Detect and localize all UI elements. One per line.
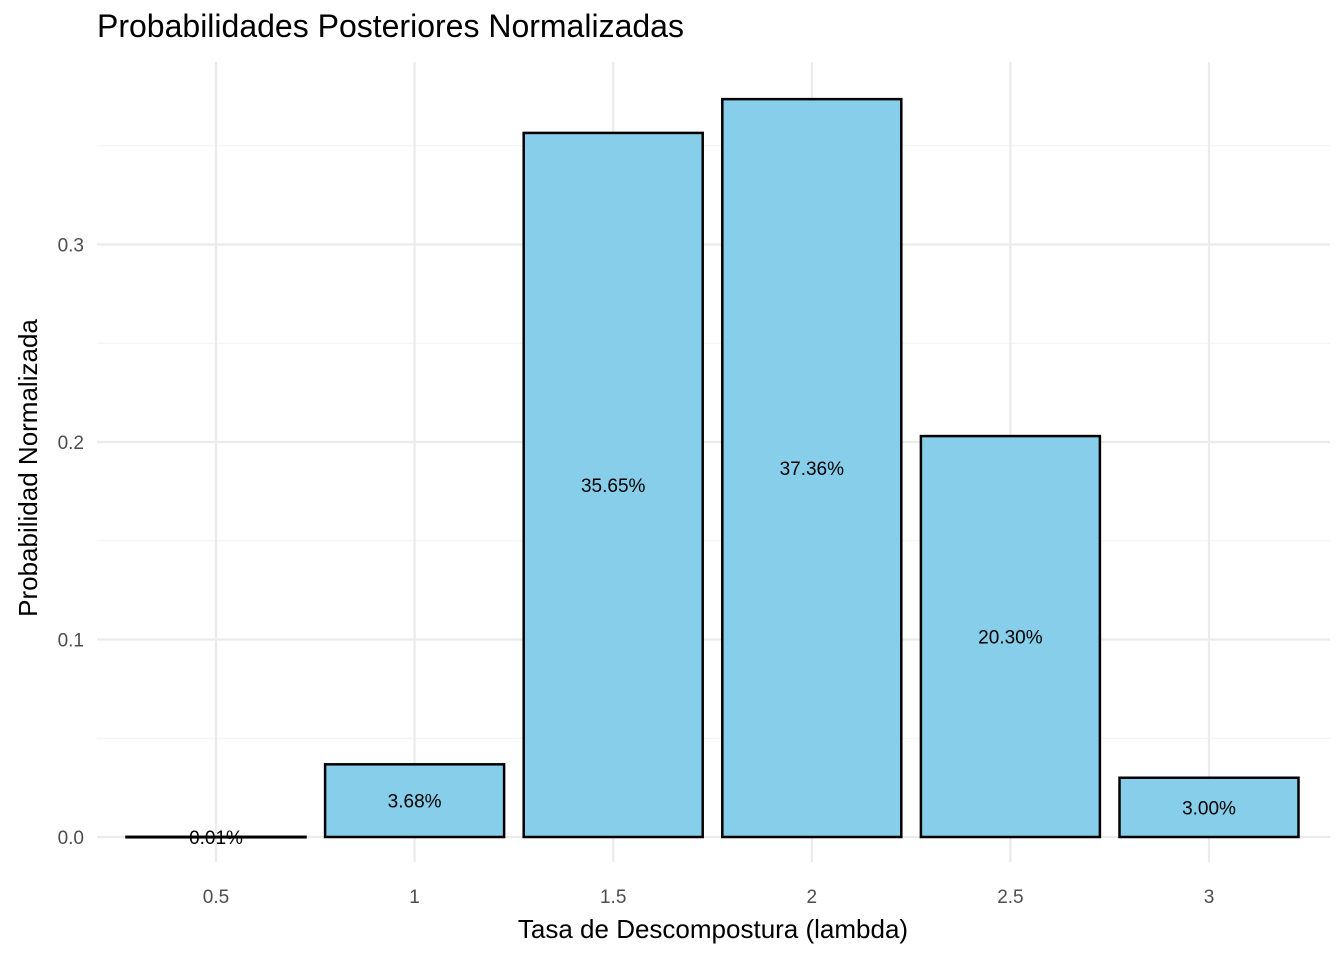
x-axis-title: Tasa de Descompostura (lambda) bbox=[518, 914, 908, 944]
bar bbox=[919, 434, 1102, 839]
data-labels: 0.01% 3.68% 35.65% 37.36% 20.30% 3.00% bbox=[189, 459, 1236, 849]
bar bbox=[1118, 776, 1300, 839]
x-tick-labels: 0.5 1 1.5 2 2.5 3 bbox=[203, 887, 1215, 908]
minor-gridlines bbox=[97, 145, 1330, 739]
y-axis-title: Probabilidad Normalizada bbox=[13, 319, 43, 617]
data-label: 3.68% bbox=[388, 792, 442, 813]
data-label: 37.36% bbox=[780, 459, 845, 480]
bar bbox=[721, 97, 903, 839]
major-gridlines bbox=[97, 62, 1330, 862]
y-tick-label: 0.1 bbox=[58, 631, 84, 652]
data-label: 0.01% bbox=[189, 828, 243, 849]
x-tick-label: 1 bbox=[409, 887, 420, 908]
x-tick-label: 3 bbox=[1204, 887, 1215, 908]
x-tick-label: 0.5 bbox=[203, 887, 229, 908]
y-tick-label: 0.2 bbox=[58, 433, 84, 454]
chart-title: Probabilidades Posteriores Normalizadas bbox=[97, 8, 684, 44]
y-tick-label: 0.0 bbox=[58, 828, 84, 849]
bar bbox=[323, 763, 506, 839]
data-label: 20.30% bbox=[978, 628, 1043, 649]
x-tick-label: 1.5 bbox=[600, 887, 626, 908]
bar bbox=[522, 131, 704, 839]
bar bbox=[125, 835, 307, 839]
data-label: 3.00% bbox=[1182, 798, 1236, 819]
y-tick-labels: 0.0 0.1 0.2 0.3 bbox=[58, 236, 84, 850]
bars bbox=[125, 97, 1300, 839]
x-tick-label: 2 bbox=[807, 887, 818, 908]
y-tick-label: 0.3 bbox=[58, 236, 84, 257]
data-label: 35.65% bbox=[581, 476, 646, 497]
x-tick-label: 2.5 bbox=[997, 887, 1023, 908]
